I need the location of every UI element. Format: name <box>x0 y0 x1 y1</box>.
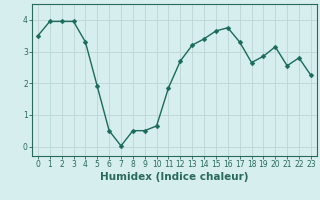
X-axis label: Humidex (Indice chaleur): Humidex (Indice chaleur) <box>100 172 249 182</box>
